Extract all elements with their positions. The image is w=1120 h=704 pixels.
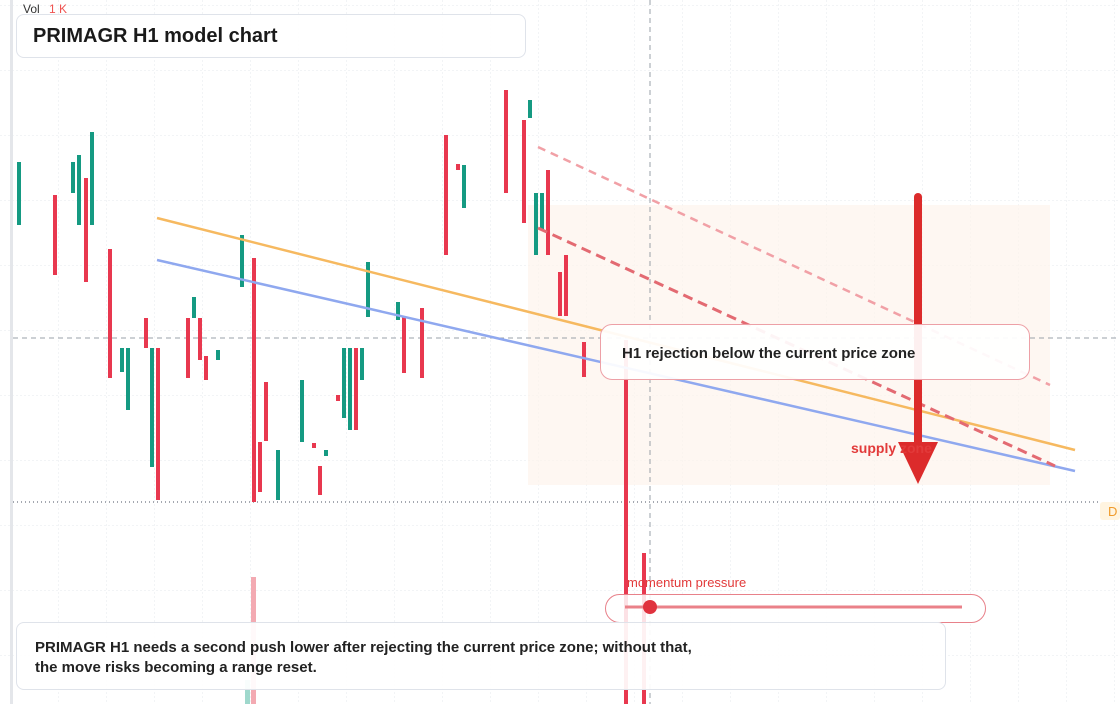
channel-dashed-light	[537, 145, 1051, 387]
candle	[77, 155, 81, 225]
candle	[126, 348, 130, 410]
summary-box: PRIMAGR H1 needs a second push lower aft…	[16, 622, 946, 690]
candle	[192, 297, 196, 318]
candle	[264, 382, 268, 441]
candle	[546, 170, 550, 255]
slider-handle[interactable]	[643, 600, 657, 614]
candle	[504, 90, 508, 193]
candle	[150, 348, 154, 467]
vol-label: Vol	[23, 2, 40, 16]
candle	[120, 348, 124, 372]
candle	[366, 262, 370, 317]
candle	[252, 258, 256, 502]
candle	[198, 318, 202, 360]
candle	[456, 164, 460, 170]
volume-bar	[245, 680, 250, 704]
candle	[324, 450, 328, 456]
vol-value: 1 K	[49, 2, 67, 16]
candle	[53, 195, 57, 275]
candle	[564, 255, 568, 316]
candle	[240, 235, 244, 287]
candle	[540, 193, 544, 230]
axis-badge: D	[1108, 504, 1117, 519]
candle	[186, 318, 190, 378]
candle	[312, 443, 316, 448]
candle	[90, 132, 94, 225]
candle	[71, 162, 75, 193]
candle	[396, 302, 400, 320]
candle	[156, 348, 160, 500]
candle	[624, 340, 628, 704]
candle	[534, 193, 538, 255]
candle	[17, 162, 21, 225]
candle	[300, 380, 304, 442]
candle	[462, 165, 466, 208]
candle	[360, 348, 364, 380]
zone-label: supply zone	[851, 440, 932, 456]
candle	[354, 348, 358, 430]
candle	[204, 356, 208, 380]
candle	[318, 466, 322, 495]
candle	[84, 178, 88, 282]
candle	[342, 348, 346, 418]
arrow-head	[898, 442, 938, 484]
candle	[336, 395, 340, 401]
title-box: PRIMAGR H1 model chart	[16, 14, 526, 58]
candle	[444, 135, 448, 255]
candle	[216, 350, 220, 360]
candle	[558, 272, 562, 316]
momentum-label: momentum pressure	[627, 575, 746, 590]
candle	[276, 450, 280, 500]
callout-box: H1 rejection below the current price zon…	[600, 324, 1030, 380]
candle	[348, 348, 352, 430]
candle	[522, 120, 526, 223]
candle	[528, 100, 532, 118]
candle	[144, 318, 148, 348]
candle	[420, 308, 424, 378]
summary-text: PRIMAGR H1 needs a second push lower aft…	[35, 639, 692, 676]
candle	[108, 249, 112, 378]
candle	[582, 342, 586, 377]
candle	[258, 442, 262, 492]
left-border	[10, 0, 13, 704]
candles	[17, 90, 646, 704]
axis-badge-bg	[1100, 502, 1120, 520]
candle	[402, 316, 406, 373]
